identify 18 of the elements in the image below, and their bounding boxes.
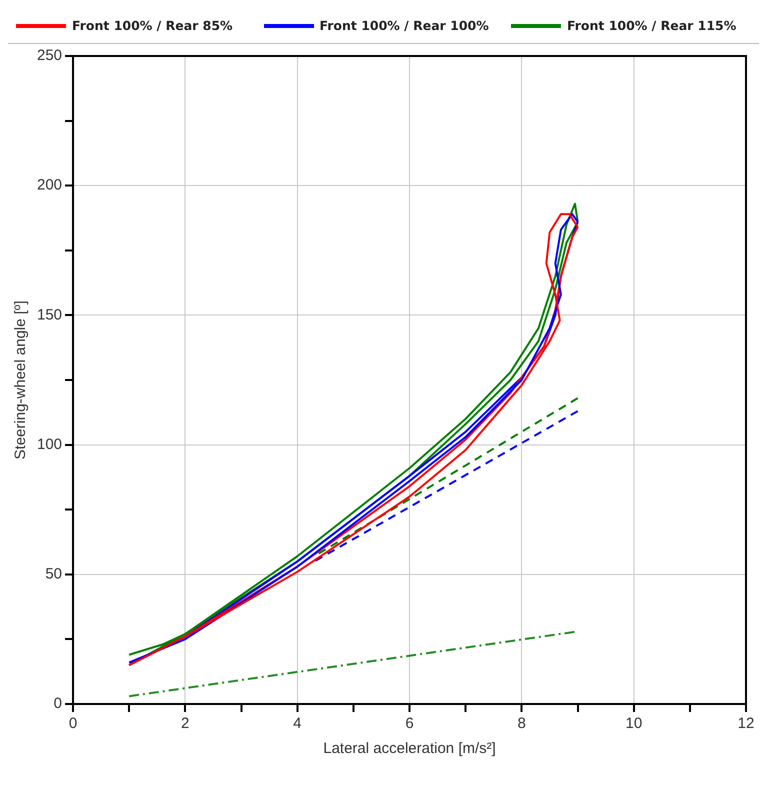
y-tick-label: 100: [36, 436, 62, 453]
x-tick-label: 10: [625, 715, 642, 732]
y-tick-label: 0: [54, 695, 62, 712]
y-tick-label: 250: [36, 47, 62, 64]
legend-label: Front 100% / Rear 100%: [320, 18, 489, 33]
y-tick-label: 150: [36, 306, 62, 324]
y-axis-title: Steering-wheel angle [º]: [12, 300, 30, 460]
x-tick-label: 2: [181, 715, 190, 732]
legend-label: Front 100% / Rear 115%: [567, 18, 736, 33]
x-axis-title: Lateral acceleration [m/s²]: [323, 740, 496, 758]
x-tick-label: 6: [405, 715, 414, 732]
x-tick-label: 8: [518, 715, 526, 732]
x-tick-label: 4: [293, 715, 302, 732]
x-tick-label: 12: [738, 715, 754, 732]
x-tick-label: 0: [68, 715, 78, 732]
legend-label: Front 100% / Rear 85%: [72, 18, 233, 33]
y-tick-label: 50: [45, 566, 62, 583]
y-tick-label: 200: [36, 176, 62, 194]
